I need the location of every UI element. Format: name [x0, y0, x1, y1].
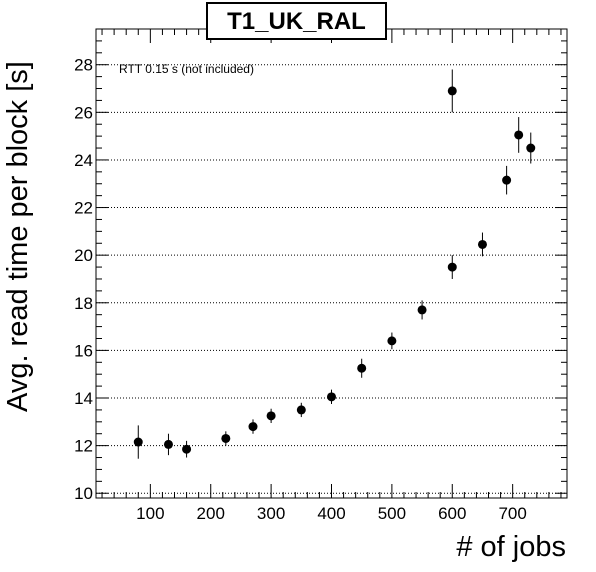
data-point — [502, 175, 512, 185]
data-point — [296, 405, 306, 415]
data-point — [357, 363, 367, 373]
y-tick-label: 26 — [74, 103, 93, 122]
data-point — [417, 305, 427, 315]
data-point — [327, 392, 336, 402]
grid-lines — [96, 64, 567, 494]
title-box — [206, 2, 387, 40]
x-tick-label: 600 — [438, 504, 466, 523]
x-tick-label: 100 — [136, 504, 164, 523]
y-tick-label: 28 — [74, 56, 93, 75]
data-point — [526, 143, 536, 153]
data-point — [248, 422, 258, 432]
y-axis-title: Avg. read time per block [s] — [2, 61, 34, 412]
y-tick-label: 14 — [74, 389, 93, 408]
y-tick-label: 20 — [74, 246, 93, 265]
x-tick-label: 200 — [197, 504, 225, 523]
data-point — [447, 86, 457, 96]
rtt-annotation: RTT 0.15 s (not included) — [119, 62, 254, 76]
y-tick-label: 18 — [74, 294, 93, 313]
data-point — [221, 433, 231, 443]
data-point — [182, 444, 192, 454]
y-tick-label: 24 — [74, 151, 93, 170]
data-point — [514, 130, 524, 140]
y-tick-label: 16 — [74, 341, 93, 360]
x-tick-label: 500 — [378, 504, 406, 523]
x-tick-label: 700 — [498, 504, 526, 523]
y-tick-label: 12 — [74, 437, 93, 456]
x-tick-label: 300 — [257, 504, 285, 523]
x-axis-title: # of jobs — [456, 531, 566, 563]
data-point — [266, 411, 276, 421]
x-tick-label: 400 — [317, 504, 345, 523]
data-point — [133, 437, 143, 447]
data-point — [163, 439, 173, 449]
data-points — [133, 69, 536, 459]
plot-frame — [95, 28, 568, 499]
axis-ticks: 10 12 14 16 18 20 22 24 26 28 100 200 300 400 500 600 70… — [74, 28, 567, 523]
chart-title: T1_UK_RAL — [227, 8, 366, 35]
data-point — [477, 239, 487, 249]
data-point — [387, 336, 397, 346]
y-tick-label: 10 — [74, 484, 93, 503]
data-point — [447, 262, 457, 272]
y-tick-label: 22 — [74, 199, 93, 218]
